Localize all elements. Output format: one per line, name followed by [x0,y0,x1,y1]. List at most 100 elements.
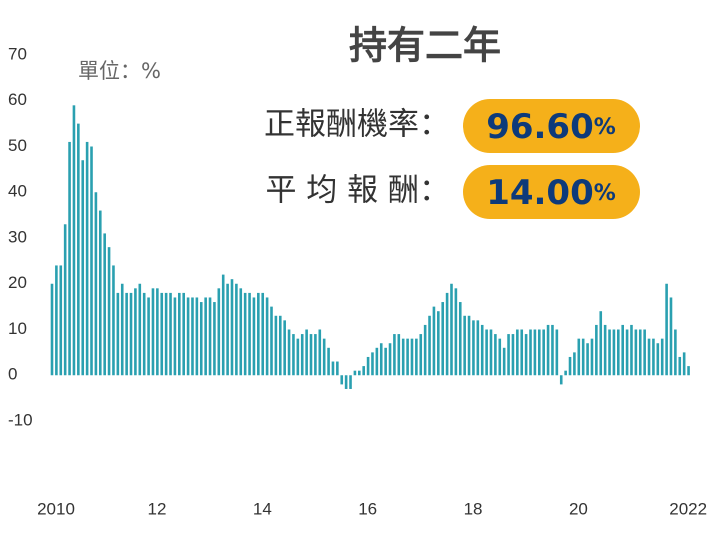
bar [217,288,221,376]
bar [362,366,365,376]
bar [419,334,423,376]
bar [445,292,449,376]
bar [559,375,563,385]
bar [507,334,510,376]
bar [432,306,436,376]
bar [274,315,278,376]
x-tick-label: 20 [569,499,588,518]
bar [573,352,576,376]
bar [156,288,159,376]
bar [125,292,128,376]
bar [169,292,172,376]
bar [160,292,164,376]
bar [116,292,120,376]
bar [213,302,216,376]
bar [564,370,567,376]
bar [120,283,124,376]
bar [586,343,589,376]
bar [239,288,243,376]
bar [366,356,370,376]
bar [384,347,387,376]
unit-label: 單位：% [78,59,161,83]
bar [590,338,594,376]
bar [375,347,379,376]
bar [634,329,638,376]
y-tick-label: 30 [8,227,27,246]
bar [379,343,383,376]
bar [305,329,308,376]
bar [371,352,374,376]
bar [494,334,497,376]
bar [423,324,427,376]
bar [458,302,462,376]
bar [191,297,194,376]
bar [50,283,54,376]
bar [199,302,203,376]
bar [388,343,392,376]
y-tick-label: 60 [8,90,27,109]
bar [476,320,480,376]
bar [296,338,300,376]
bar [230,279,234,376]
bar [195,297,199,376]
bar [147,297,150,376]
bar [621,324,624,376]
bar [652,338,655,376]
bar [599,311,603,376]
y-tick-label: 50 [8,136,27,155]
bar [103,233,106,376]
bar [344,375,348,389]
bar [638,329,642,376]
bar [603,324,607,376]
bar [415,338,418,376]
bar [336,361,339,376]
y-tick-label: 40 [8,182,27,201]
y-tick-label: 20 [8,273,27,292]
bar [107,247,111,376]
bar [186,297,190,376]
annotation-pill [463,99,640,153]
bar [138,283,142,376]
bar [55,265,58,376]
bar [581,338,585,376]
annotation-value: 96.60% [486,107,616,147]
bar [72,105,76,376]
bar [331,361,335,376]
bar [349,375,352,389]
bar [90,146,93,376]
bar [441,302,445,376]
annotation-number: 96.60 [486,107,594,147]
bar [129,292,133,376]
bar [498,338,502,376]
bar [612,329,616,376]
bar [81,160,85,376]
bar [340,375,344,385]
bar [353,370,357,376]
bar [208,297,212,376]
bar [625,329,629,376]
x-tick-label: 16 [358,499,377,518]
bar [577,338,581,376]
bar [643,329,646,376]
bar [595,324,598,376]
y-tick-label: 70 [8,44,27,63]
bar [480,324,484,376]
bar [660,338,664,376]
bar [204,297,207,376]
bar [678,356,682,376]
bar [489,329,493,376]
bar [542,329,545,376]
x-tick-label: 2010 [37,499,75,518]
bar [529,329,532,376]
annotation-value: 14.00% [486,173,616,213]
bar [178,292,181,376]
bar [524,334,528,376]
bar [164,292,168,376]
bar [63,224,67,376]
annotation-unit: % [594,115,616,140]
bar [551,324,554,376]
bar [252,297,256,376]
bar [410,338,414,376]
bar [533,329,537,376]
